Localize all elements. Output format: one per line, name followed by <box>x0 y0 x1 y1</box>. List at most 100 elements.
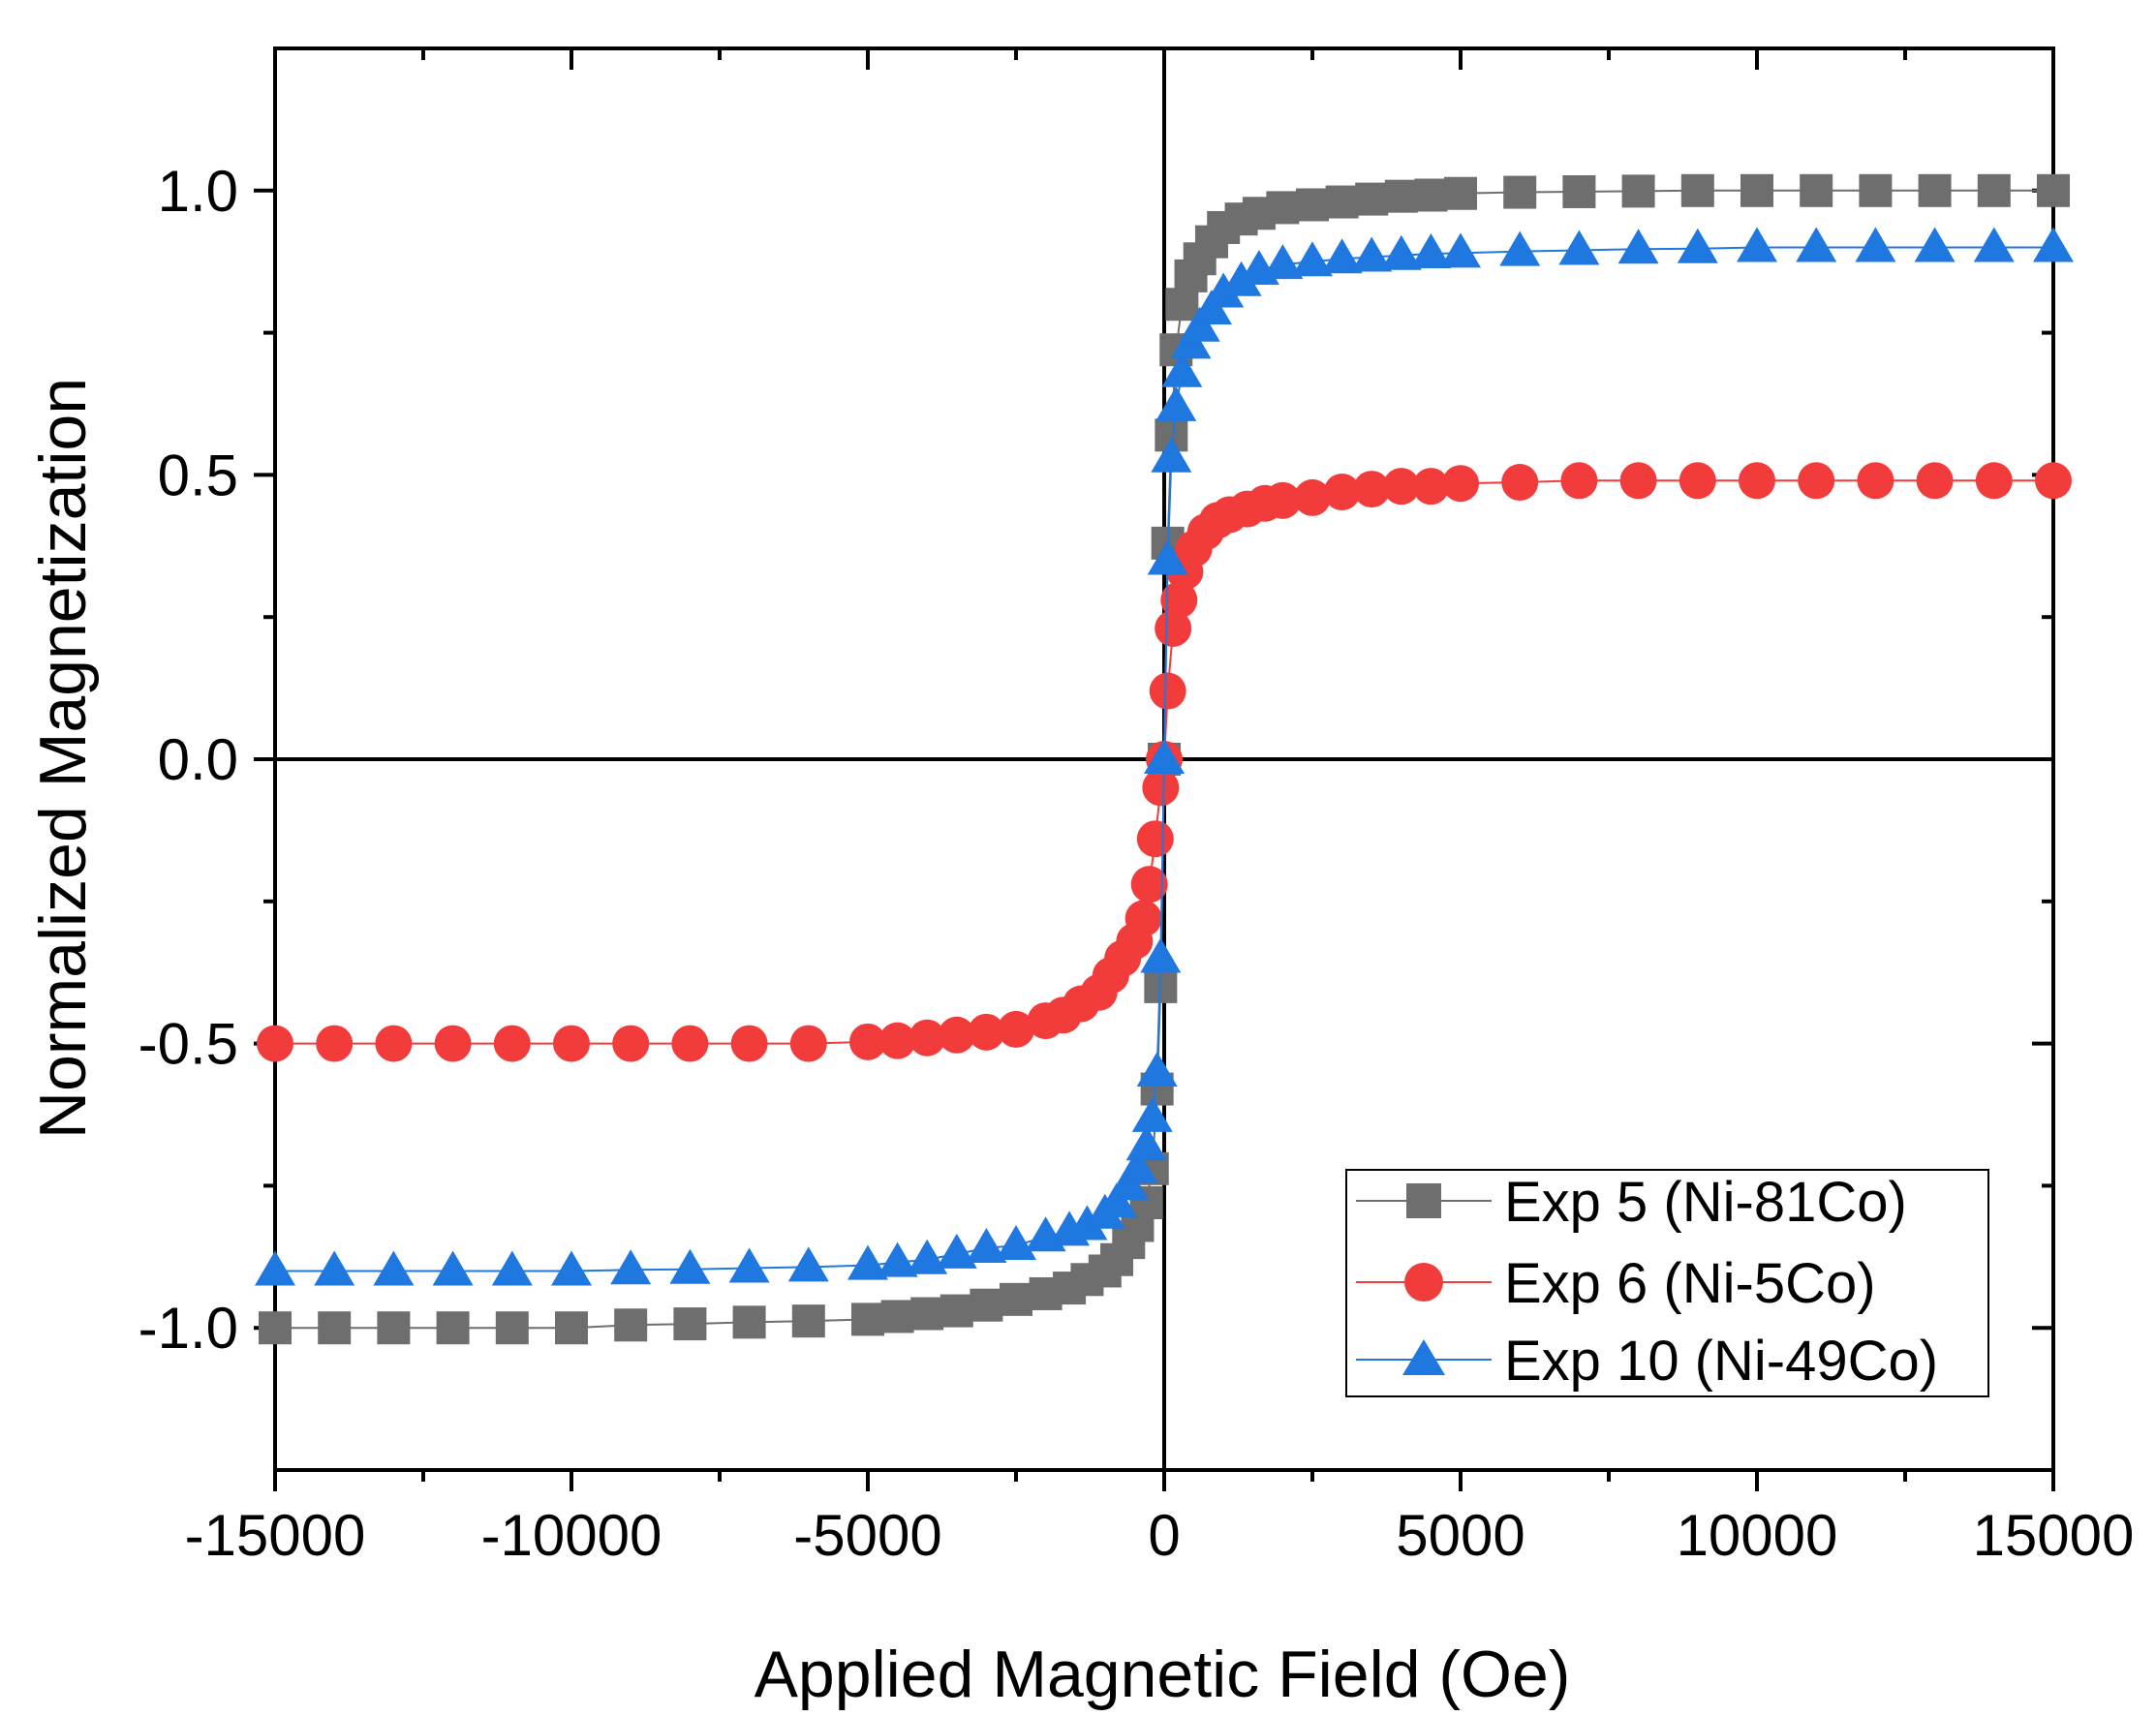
x-tick-label: 10000 <box>1677 1503 1838 1568</box>
data-point-circle <box>1155 609 1192 647</box>
x-tick-label: -10000 <box>481 1503 662 1568</box>
data-point-square <box>1355 182 1389 216</box>
data-point-triangle <box>1558 230 1600 265</box>
y-tick-label: 1.0 <box>158 159 238 224</box>
series-2 <box>255 227 2074 1286</box>
data-point-circle <box>878 1022 916 1059</box>
legend-marker-exp10 <box>1402 1339 1445 1375</box>
data-point-circle <box>1264 481 1302 519</box>
data-point-triangle <box>1410 232 1452 268</box>
data-point-square <box>732 1305 766 1339</box>
x-tick-label: 5000 <box>1396 1503 1525 1568</box>
data-point-triangle <box>1737 227 1777 262</box>
data-point-square <box>970 1288 1003 1322</box>
data-point-triangle <box>314 1250 355 1286</box>
series-1 <box>257 462 2072 1062</box>
legend-item-exp5: Exp 5 (Ni-81Co) <box>1356 1171 1907 1234</box>
data-point-triangle <box>1147 539 1188 575</box>
legend-item-exp6: Exp 6 (Ni-5Co) <box>1356 1252 1876 1315</box>
data-point-square <box>1859 173 1893 207</box>
data-point-square <box>673 1307 707 1341</box>
data-point-circle <box>1916 462 1954 500</box>
data-point-square <box>1165 288 1199 322</box>
data-point-triangle <box>936 1233 977 1269</box>
data-point-triangle <box>1117 1148 1158 1183</box>
data-point-triangle <box>787 1246 829 1282</box>
y-tick-label: -0.5 <box>139 1012 238 1077</box>
data-point-square <box>1800 173 1833 207</box>
data-point-triangle <box>1855 227 1896 262</box>
legend-item-exp10: Exp 10 (Ni-49Co) <box>1356 1330 1938 1393</box>
data-point-triangle <box>1796 227 1837 262</box>
data-point-circle <box>938 1016 975 1054</box>
data-point-triangle <box>1262 244 1304 280</box>
data-point-square <box>1266 191 1300 225</box>
data-point-circle <box>1142 769 1180 807</box>
data-point-circle <box>789 1025 827 1062</box>
data-point-square <box>880 1300 914 1333</box>
data-point-square <box>1384 179 1418 213</box>
data-point-triangle <box>1973 227 2015 262</box>
x-tick-label: 15000 <box>1973 1503 2135 1568</box>
data-point-circle <box>968 1013 1005 1051</box>
data-point-circle <box>493 1025 531 1062</box>
data-point-triangle <box>1351 236 1393 272</box>
data-point-circle <box>553 1025 590 1062</box>
data-point-square <box>910 1297 944 1331</box>
data-point-square <box>1562 174 1596 208</box>
data-point-square <box>1414 178 1448 212</box>
x-axis-title: Applied Magnetic Field (Oe) <box>755 1638 1571 1711</box>
data-point-circle <box>612 1025 650 1062</box>
data-point-circle <box>2035 462 2072 500</box>
data-point-circle <box>1560 462 1598 500</box>
data-point-circle <box>1975 462 2013 500</box>
y-axis-title: Normalized Magnetization <box>26 378 100 1139</box>
y-tick-label: 0.0 <box>158 727 238 792</box>
data-point-circle <box>1160 581 1198 619</box>
data-point-triangle <box>907 1239 948 1274</box>
data-point-circle <box>1501 464 1539 502</box>
data-point-square <box>436 1311 470 1345</box>
data-point-square <box>1296 188 1329 222</box>
data-point-circle <box>1353 471 1391 508</box>
data-point-triangle <box>1066 1205 1108 1241</box>
data-point-square <box>1444 176 1477 210</box>
data-point-triangle <box>1144 739 1185 774</box>
data-point-triangle <box>551 1250 592 1286</box>
data-point-circle <box>1149 672 1186 710</box>
data-point-circle <box>434 1025 472 1062</box>
data-point-circle <box>1130 866 1168 904</box>
data-point-square <box>1740 173 1773 207</box>
data-point-circle <box>849 1023 886 1060</box>
data-point-circle <box>1124 900 1162 937</box>
data-point-triangle <box>1125 1125 1167 1161</box>
legend-marker-exp6 <box>1404 1263 1443 1302</box>
data-point-circle <box>257 1025 293 1062</box>
series-layer <box>255 173 2074 1345</box>
legend: Exp 5 (Ni-81Co) Exp 6 (Ni-5Co) Exp 10 (N… <box>1345 1169 1989 1397</box>
data-point-square <box>939 1294 973 1328</box>
axes: -15000 -10000 -5000 0 5000 10000 15000 -1.0 -0.5… <box>139 46 2135 1568</box>
data-point-triangle <box>877 1241 918 1277</box>
data-point-triangle <box>1380 234 1422 270</box>
data-point-triangle <box>1161 352 1203 387</box>
data-point-circle <box>1442 465 1479 503</box>
data-point-circle <box>671 1025 709 1062</box>
legend-label-exp5: Exp 5 (Ni-81Co) <box>1504 1171 1907 1234</box>
data-point-triangle <box>1617 229 1659 264</box>
data-point-triangle <box>255 1250 295 1286</box>
data-point-circle <box>1323 474 1361 511</box>
data-point-square <box>1918 173 1952 207</box>
data-point-square <box>1000 1282 1032 1316</box>
y-tick-label: 0.5 <box>158 443 238 507</box>
data-point-triangle <box>966 1227 1007 1263</box>
x-tick-label: 0 <box>1148 1503 1180 1568</box>
data-point-triangle <box>1220 260 1262 296</box>
data-point-square <box>614 1308 648 1342</box>
data-point-triangle <box>610 1249 652 1285</box>
data-point-square <box>1503 175 1537 209</box>
data-point-circle <box>730 1025 768 1062</box>
data-point-triangle <box>1321 238 1363 274</box>
data-point-square <box>555 1311 588 1345</box>
